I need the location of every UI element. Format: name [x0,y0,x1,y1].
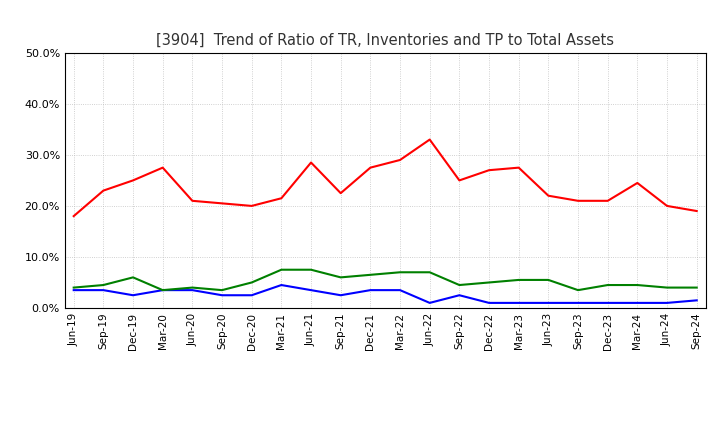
Line: Trade Receivables: Trade Receivables [73,139,697,216]
Inventories [217,293,226,298]
Trade Receivables [662,203,671,209]
Inventories [574,300,582,305]
Trade Payables [277,267,286,272]
Trade Payables [129,275,138,280]
Inventories [366,287,374,293]
Trade Payables [514,277,523,282]
Inventories [455,293,464,298]
Inventories [158,287,167,293]
Inventories [336,293,345,298]
Trade Receivables [366,165,374,170]
Trade Payables [366,272,374,278]
Trade Payables [603,282,612,288]
Line: Inventories: Inventories [73,285,697,303]
Trade Payables [99,282,108,288]
Trade Receivables [396,158,405,163]
Trade Payables [217,287,226,293]
Trade Receivables [455,178,464,183]
Trade Payables [188,285,197,290]
Trade Receivables [633,180,642,186]
Trade Receivables [99,188,108,193]
Trade Receivables [336,191,345,196]
Trade Receivables [129,178,138,183]
Trade Payables [662,285,671,290]
Trade Receivables [544,193,553,198]
Trade Receivables [69,213,78,219]
Trade Payables [633,282,642,288]
Trade Payables [158,287,167,293]
Inventories [662,300,671,305]
Trade Payables [307,267,315,272]
Trade Payables [693,285,701,290]
Trade Receivables [426,137,434,142]
Trade Receivables [485,168,493,173]
Inventories [544,300,553,305]
Trade Payables [396,270,405,275]
Inventories [188,287,197,293]
Inventories [603,300,612,305]
Trade Payables [485,280,493,285]
Trade Receivables [217,201,226,206]
Trade Receivables [693,209,701,214]
Inventories [485,300,493,305]
Inventories [514,300,523,305]
Trade Payables [455,282,464,288]
Trade Receivables [158,165,167,170]
Trade Receivables [574,198,582,203]
Inventories [633,300,642,305]
Trade Receivables [277,196,286,201]
Title: [3904]  Trend of Ratio of TR, Inventories and TP to Total Assets: [3904] Trend of Ratio of TR, Inventories… [156,33,614,48]
Trade Receivables [307,160,315,165]
Trade Receivables [248,203,256,209]
Inventories [426,300,434,305]
Trade Payables [426,270,434,275]
Trade Payables [574,287,582,293]
Trade Receivables [514,165,523,170]
Inventories [99,287,108,293]
Inventories [69,287,78,293]
Trade Payables [544,277,553,282]
Trade Receivables [188,198,197,203]
Trade Payables [336,275,345,280]
Line: Trade Payables: Trade Payables [73,270,697,290]
Trade Payables [248,280,256,285]
Inventories [277,282,286,288]
Inventories [248,293,256,298]
Inventories [129,293,138,298]
Inventories [693,298,701,303]
Inventories [307,287,315,293]
Trade Payables [69,285,78,290]
Inventories [396,287,405,293]
Trade Receivables [603,198,612,203]
